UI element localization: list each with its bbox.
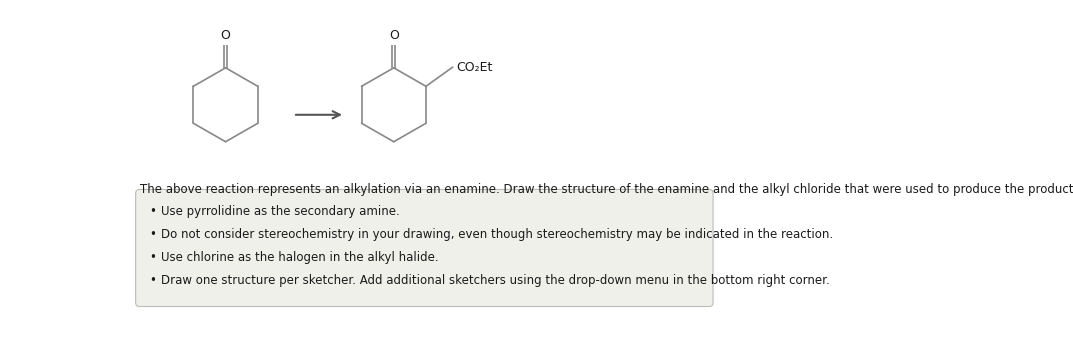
FancyBboxPatch shape [135,189,714,306]
Text: CO₂Et: CO₂Et [456,61,493,74]
Text: •: • [149,204,156,218]
Text: The above reaction represents an alkylation via an enamine. Draw the structure o: The above reaction represents an alkylat… [139,183,1073,196]
Text: O: O [388,29,399,42]
Text: Draw one structure per sketcher. Add additional sketchers using the drop-down me: Draw one structure per sketcher. Add add… [161,274,831,287]
Text: Use chlorine as the halogen in the alkyl halide.: Use chlorine as the halogen in the alkyl… [161,251,439,264]
Text: O: O [221,29,231,42]
Text: Use pyrrolidine as the secondary amine.: Use pyrrolidine as the secondary amine. [161,204,400,218]
Text: Do not consider stereochemistry in your drawing, even though stereochemistry may: Do not consider stereochemistry in your … [161,228,834,240]
Text: •: • [149,251,156,264]
Text: •: • [149,274,156,287]
Text: •: • [149,228,156,240]
